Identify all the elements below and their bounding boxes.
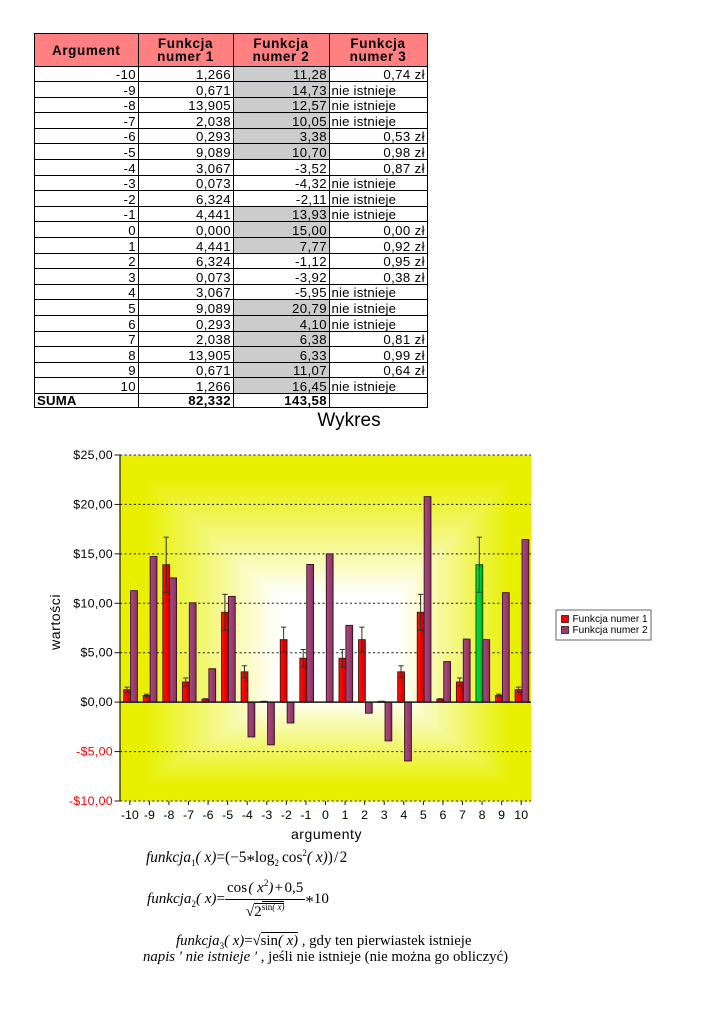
svg-text:-7: -7 xyxy=(183,808,194,822)
svg-text:Funkcja numer 1: Funkcja numer 1 xyxy=(573,614,649,625)
svg-text:5: 5 xyxy=(420,808,427,822)
svg-text:-2: -2 xyxy=(281,808,292,822)
svg-text:$25,00: $25,00 xyxy=(73,448,113,462)
svg-text:7: 7 xyxy=(459,808,466,822)
svg-text:argumenty: argumenty xyxy=(291,826,362,842)
svg-text:0: 0 xyxy=(322,808,329,822)
svg-text:2: 2 xyxy=(361,808,368,822)
svg-text:Funkcja numer 2: Funkcja numer 2 xyxy=(573,625,649,636)
svg-text:-9: -9 xyxy=(144,808,155,822)
svg-text:-4: -4 xyxy=(242,808,253,822)
svg-text:-6: -6 xyxy=(203,808,214,822)
svg-text:$0,00: $0,00 xyxy=(80,695,113,709)
svg-text:$10,00: $10,00 xyxy=(73,596,113,610)
svg-text:$5,00: $5,00 xyxy=(80,646,113,660)
svg-text:10: 10 xyxy=(514,808,528,822)
svg-text:1: 1 xyxy=(342,808,349,822)
svg-text:6: 6 xyxy=(439,808,446,822)
svg-text:8: 8 xyxy=(479,808,486,822)
svg-text:-10: -10 xyxy=(121,808,139,822)
svg-text:-$10,00: -$10,00 xyxy=(69,794,113,808)
svg-text:-$5,00: -$5,00 xyxy=(76,745,113,759)
svg-text:-5: -5 xyxy=(222,808,233,822)
svg-text:$20,00: $20,00 xyxy=(73,497,113,511)
svg-text:4: 4 xyxy=(400,808,407,822)
svg-text:-1: -1 xyxy=(300,808,311,822)
svg-text:3: 3 xyxy=(381,808,388,822)
svg-text:wartości: wartości xyxy=(48,594,64,651)
svg-text:-3: -3 xyxy=(261,808,272,822)
svg-text:9: 9 xyxy=(498,808,505,822)
svg-text:$15,00: $15,00 xyxy=(73,547,113,561)
svg-text:-8: -8 xyxy=(163,808,174,822)
